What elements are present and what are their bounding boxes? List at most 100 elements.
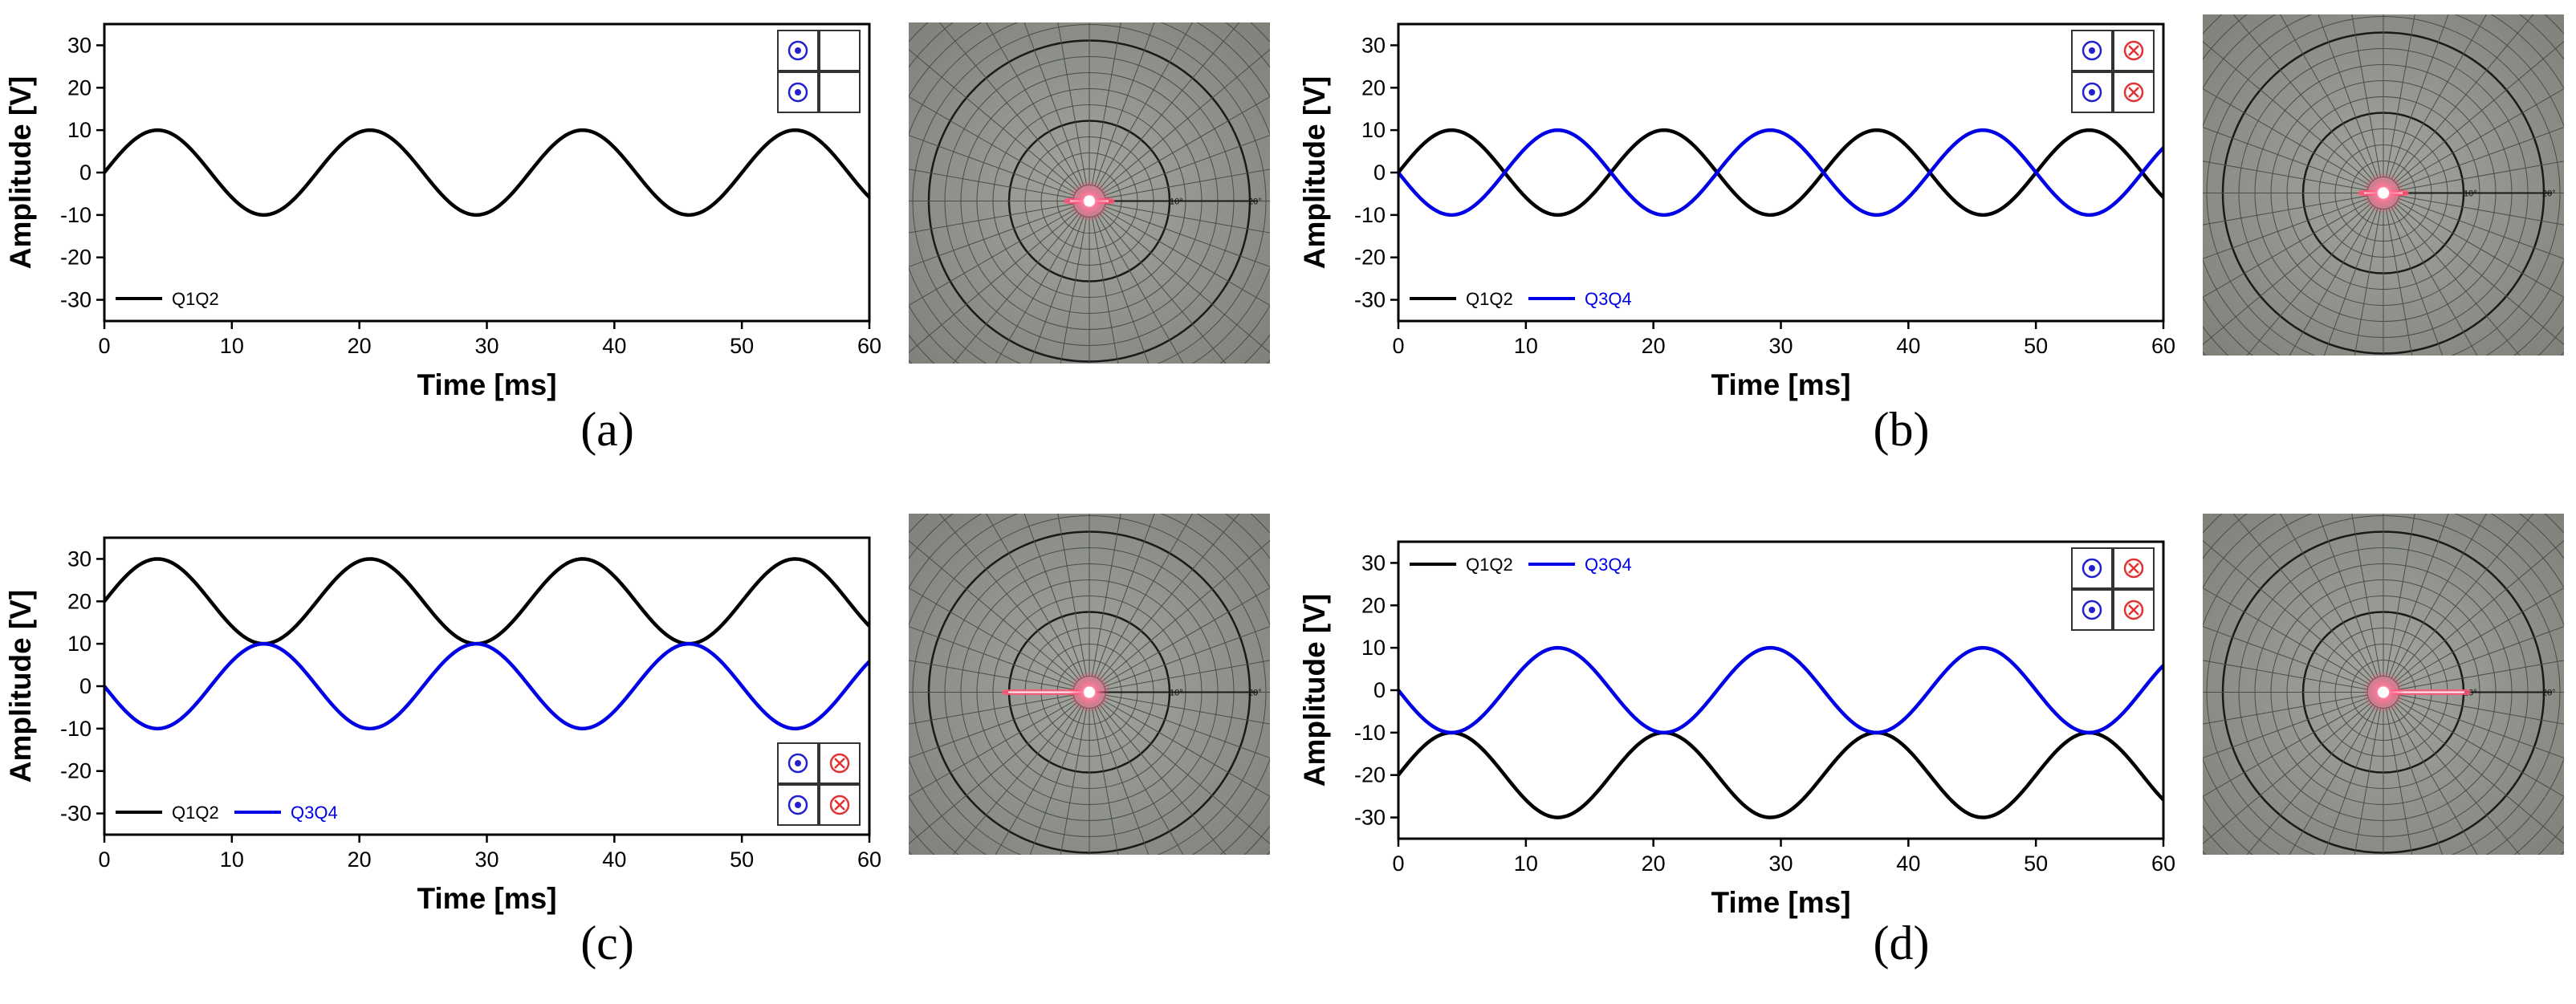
polar-spoke — [2395, 41, 2564, 184]
y-tick-label: 10 — [67, 118, 92, 142]
polar-spoke — [2246, 205, 2374, 356]
polar-spoke — [995, 705, 1082, 855]
coil-dot-center — [795, 89, 801, 96]
x-tick-label: 60 — [857, 848, 881, 872]
scale-label-20: 20° — [1248, 197, 1262, 207]
coil-cross-icon — [2123, 40, 2144, 61]
polar-spoke — [2351, 14, 2382, 177]
series-line-q1q2 — [103, 128, 871, 217]
polar-spoke — [1097, 214, 1184, 364]
y-tick-label: -20 — [60, 246, 92, 270]
y-tick-label: -10 — [1354, 203, 1386, 227]
panel-label: (d) — [1874, 917, 1930, 969]
polar-spoke — [2397, 700, 2564, 797]
x-tick-label: 50 — [2024, 334, 2048, 358]
y-axis-title: Amplitude [V] — [4, 76, 37, 269]
x-tick-label: 30 — [474, 848, 499, 872]
x-axis-title: Time [ms] — [417, 368, 556, 401]
polar-spoke — [2391, 514, 2488, 679]
scale-label-10: 10° — [2464, 189, 2477, 199]
coil-dot-icon — [2082, 600, 2102, 620]
coil-cell — [819, 30, 861, 71]
coil-dot-icon — [787, 753, 808, 774]
polar-spoke — [2318, 514, 2379, 677]
polar-spoke — [2279, 14, 2376, 180]
polar-spoke — [2289, 206, 2376, 356]
plot-frame — [1397, 540, 2165, 840]
polar-spoke — [909, 626, 1075, 688]
x-tick-label: 10 — [1514, 334, 1538, 358]
x-tick-label: 20 — [1642, 852, 1666, 876]
legend-label-q3q4: Q3Q4 — [1585, 555, 1632, 575]
polar-spoke — [1097, 514, 1194, 679]
panel-label: (b) — [1874, 403, 1930, 456]
polar-spoke — [1094, 707, 1150, 855]
x-tick-label: 20 — [348, 334, 372, 358]
polar-spoke — [1091, 22, 1121, 185]
polar-spoke — [2385, 514, 2415, 677]
polar-spoke — [2203, 88, 2370, 185]
polar-spoke — [2397, 88, 2564, 185]
polar-spoke — [2393, 704, 2521, 855]
polar-spoke — [2385, 209, 2413, 356]
polar-spoke — [2398, 697, 2564, 758]
y-tick-label: -20 — [1354, 246, 1386, 270]
polar-spoke — [2398, 127, 2564, 189]
polar-spoke — [2385, 708, 2413, 855]
polar-grid: 10° 20° — [909, 514, 1270, 855]
x-tick-label: 50 — [730, 334, 754, 358]
polar-spoke — [2203, 697, 2369, 758]
series-line-q1q2 — [1397, 128, 2165, 217]
polar-spoke — [1091, 708, 1119, 855]
polar-spoke — [909, 96, 1076, 193]
polar-spoke — [2203, 161, 2368, 191]
x-axis-title: Time [ms] — [1711, 886, 1850, 919]
polar-spoke — [2289, 705, 2376, 855]
y-tick-label: -20 — [60, 759, 92, 783]
polar-spoke — [1105, 169, 1270, 199]
polar-spoke — [1094, 514, 1155, 677]
polar-spoke — [2397, 587, 2564, 685]
polar-spoke — [1094, 22, 1155, 186]
polar-spoke — [2385, 14, 2415, 177]
polar-spoke — [1099, 514, 1240, 681]
polar-spoke — [1104, 697, 1270, 758]
y-tick-label: 20 — [1361, 75, 1386, 100]
series-line-q1q2 — [1397, 730, 2165, 819]
y-tick-label: 30 — [67, 33, 92, 57]
coil-cell — [777, 71, 819, 113]
coil-cross-mark — [834, 799, 845, 811]
polar-spoke — [909, 203, 1074, 234]
polar-spoke — [909, 135, 1075, 197]
polar-spoke — [1029, 216, 1085, 364]
scale-label-20: 20° — [1248, 689, 1262, 698]
polar-spoke — [2203, 540, 2372, 683]
x-tick-label: 10 — [1514, 852, 1538, 876]
x-axis-title: Time [ms] — [417, 882, 556, 915]
y-tick-label: 0 — [79, 674, 92, 698]
legend-label-q1q2: Q1Q2 — [1466, 289, 1513, 309]
polar-spoke — [1057, 514, 1088, 677]
legend-label-q3q4: Q3Q4 — [291, 803, 338, 823]
panel-c: 0 10 20 30 40 50 60 -30 -20 -10 0 10 20 30 Time [ms] Am… — [4, 514, 1270, 969]
polar-spoke — [1099, 704, 1227, 855]
polar-spoke — [1103, 96, 1270, 193]
coil-dot-center — [2089, 89, 2095, 96]
polar-spoke — [1101, 210, 1270, 353]
polar-spoke — [1060, 708, 1088, 855]
photo-target: 10° 20° — [909, 22, 1270, 364]
polar-spoke — [2203, 202, 2372, 345]
y-tick-label: 0 — [79, 161, 92, 185]
polar-spoke — [909, 205, 1075, 267]
polar-spoke — [2393, 205, 2521, 356]
x-tick-label: 60 — [2151, 334, 2175, 358]
y-tick-label: 20 — [1361, 593, 1386, 617]
x-tick-label: 40 — [602, 334, 626, 358]
x-tick-label: 0 — [1392, 852, 1404, 876]
polar-grid: 10° 20° — [2203, 14, 2564, 356]
x-tick-label: 0 — [98, 848, 110, 872]
y-tick-label: -30 — [60, 802, 92, 826]
x-tick-label: 60 — [857, 334, 881, 358]
polar-spoke — [2203, 127, 2369, 189]
